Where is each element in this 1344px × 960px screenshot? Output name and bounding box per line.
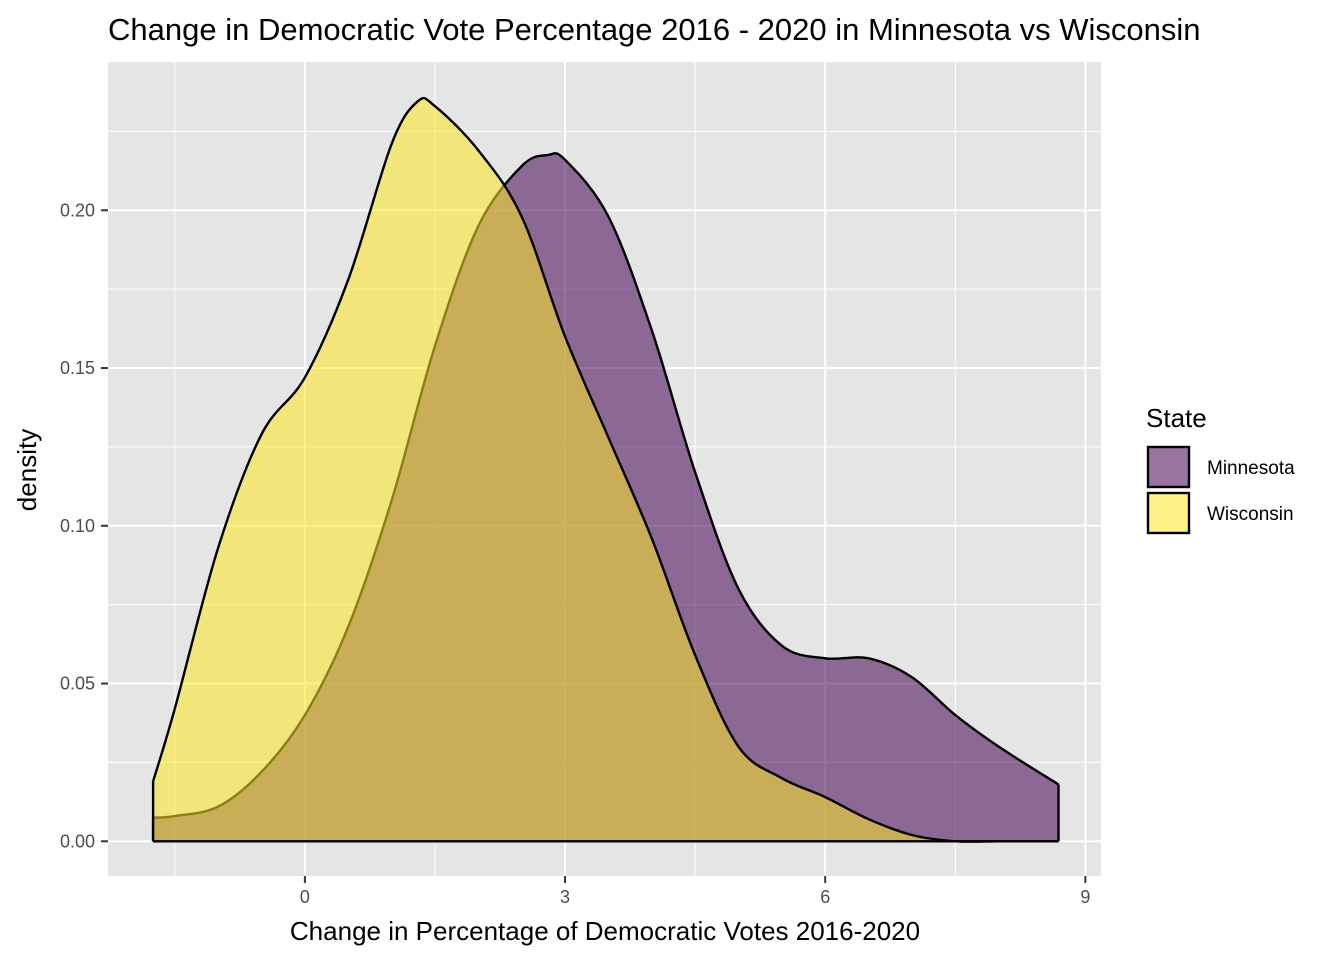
y-axis-title: density [12,429,42,511]
x-tick-label: 0 [300,887,310,907]
legend-title: State [1146,403,1207,433]
density-areas [151,96,1060,843]
y-tick-label: 0.10 [60,516,95,536]
chart-title: Change in Democratic Vote Percentage 201… [108,12,1201,47]
x-axis-title: Change in Percentage of Democratic Votes… [290,916,920,946]
legend-label-wisconsin: Wisconsin [1207,504,1294,525]
y-tick-label: 0.05 [60,674,95,694]
legend-key-wisconsin [1146,491,1191,535]
x-axis-ticks: 0 3 6 9 [300,876,1090,907]
y-tick-label: 0.20 [60,200,95,220]
legend-label-minnesota: Minnesota [1207,458,1295,479]
legend-key-minnesota [1146,445,1191,489]
y-tick-label: 0.15 [60,358,95,378]
x-tick-label: 6 [820,887,830,907]
x-tick-label: 9 [1080,887,1090,907]
wisconsin-density-line [151,96,1059,843]
x-tick-label: 3 [560,887,570,907]
legend: State Minnesota Wisconsin [1146,403,1295,535]
y-tick-label: 0.00 [60,831,95,851]
y-axis-ticks: 0.00 0.05 0.10 0.15 0.20 [60,200,108,851]
wisconsin-density-area [153,98,1059,842]
